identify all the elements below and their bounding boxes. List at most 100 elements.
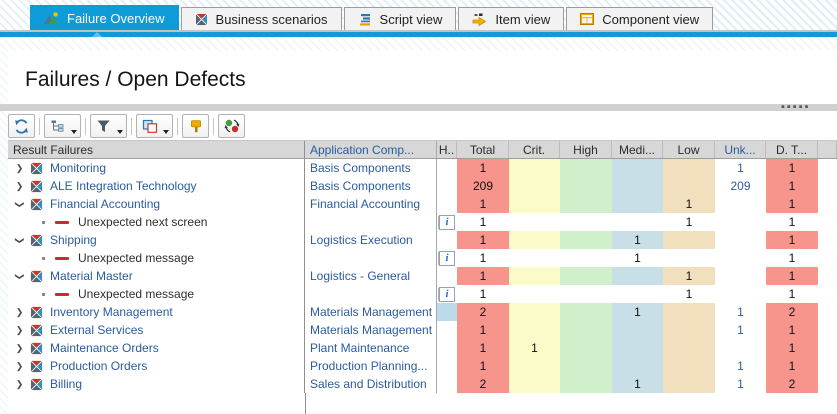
table-row[interactable]: Unexpected next screeni111 <box>8 213 837 231</box>
table-row[interactable]: ❯ALE Integration TechnologyBasis Compone… <box>8 177 837 195</box>
filler-cell <box>818 321 837 339</box>
group-label[interactable]: External Services <box>50 323 143 337</box>
filler-cell <box>818 231 837 249</box>
filler-cell <box>818 177 837 195</box>
high-cell <box>560 357 612 375</box>
h-cell <box>437 177 457 195</box>
chevron-right-icon[interactable]: ❯ <box>13 343 26 354</box>
tree-cell: Unexpected next screen <box>8 213 305 231</box>
scenario-icon <box>30 180 43 193</box>
filler-cell <box>818 375 837 393</box>
high-cell <box>560 285 612 303</box>
column-header-unknown[interactable]: Unk... <box>715 141 766 158</box>
chevron-right-icon[interactable]: ❯ <box>13 307 26 318</box>
h-cell <box>437 375 457 393</box>
grip-dots-icon[interactable]: ▪▪▪▪▪ <box>781 101 811 113</box>
table-row[interactable]: Unexpected messagei111 <box>8 249 837 267</box>
chevron-right-icon[interactable]: ❯ <box>13 181 26 192</box>
high-cell <box>560 267 612 285</box>
total-cell: 1 <box>457 267 509 285</box>
copy-layout-button[interactable] <box>136 114 173 138</box>
splitter-bar[interactable]: ▪▪▪▪▪ <box>0 104 837 111</box>
table-row[interactable]: ❯Maintenance OrdersPlant Maintenance111 <box>8 339 837 357</box>
medium-cell: 1 <box>612 303 663 321</box>
failure-label[interactable]: Unexpected message <box>78 251 194 265</box>
unknown-cell <box>715 339 766 357</box>
failure-label[interactable]: Unexpected next screen <box>78 215 207 229</box>
tab-label: Component view <box>602 12 699 27</box>
group-label[interactable]: Production Orders <box>50 359 147 373</box>
failure-label[interactable]: Unexpected message <box>78 287 194 301</box>
table-row[interactable]: ❯MonitoringBasis Components111 <box>8 159 837 177</box>
column-header-tree[interactable]: Result Failures <box>8 141 305 158</box>
unknown-cell: 1 <box>715 321 766 339</box>
table-row[interactable]: ❯Material MasterLogistics - General111 <box>8 267 837 285</box>
failure-severity-icon <box>55 257 69 260</box>
unknown-cell: 209 <box>715 177 766 195</box>
scenario-icon <box>30 234 43 247</box>
table-row[interactable]: ❯ShippingLogistics Execution111 <box>8 231 837 249</box>
scenario-icon <box>30 162 43 175</box>
tab-label: Script view <box>380 12 443 27</box>
crit-cell <box>509 357 560 375</box>
column-header-dt[interactable]: D. T... <box>766 141 818 158</box>
tree-cell: Unexpected message <box>8 249 305 267</box>
unknown-cell <box>715 213 766 231</box>
column-header-low[interactable]: Low <box>663 141 715 158</box>
alert-button[interactable] <box>182 114 209 138</box>
column-header-app[interactable]: Application Comp... <box>305 141 437 158</box>
total-cell: 1 <box>457 321 509 339</box>
table-row[interactable]: ❯External ServicesMaterials Management11… <box>8 321 837 339</box>
chevron-down-icon[interactable]: ❯ <box>14 270 25 283</box>
chevron-down-icon[interactable]: ❯ <box>14 234 25 247</box>
table-row[interactable]: Unexpected messagei111 <box>8 285 837 303</box>
table-row[interactable]: ❯BillingSales and Distribution2112 <box>8 375 837 393</box>
filter-button[interactable] <box>90 114 127 138</box>
hierarchy-button[interactable] <box>44 114 81 138</box>
table-row[interactable]: ❯Inventory ManagementMaterials Managemen… <box>8 303 837 321</box>
business-scenarios-icon <box>195 13 208 26</box>
info-button[interactable]: i <box>439 215 455 230</box>
toolbar-separator <box>177 118 178 135</box>
column-header-crit[interactable]: Crit. <box>509 141 560 158</box>
group-label[interactable]: Inventory Management <box>50 305 173 319</box>
chevron-right-icon[interactable]: ❯ <box>13 361 26 372</box>
tab-script-view[interactable]: Script view <box>344 7 457 30</box>
tab-business-scenarios[interactable]: Business scenarios <box>181 7 342 30</box>
column-header-h[interactable]: H.. <box>437 141 457 158</box>
chevron-right-icon[interactable]: ❯ <box>13 163 26 174</box>
refresh-button[interactable] <box>8 114 35 138</box>
column-header-total[interactable]: Total <box>457 141 509 158</box>
tab-failure-overview[interactable]: Failure Overview <box>30 5 179 30</box>
column-header-high[interactable]: High <box>560 141 612 158</box>
h-cell <box>437 339 457 357</box>
group-label[interactable]: Shipping <box>50 233 97 247</box>
toolbar-separator <box>213 118 214 135</box>
group-label[interactable]: Monitoring <box>50 161 106 175</box>
table-row[interactable]: ❯Financial AccountingFinancial Accountin… <box>8 195 837 213</box>
dt-cell: 1 <box>766 267 818 285</box>
group-label[interactable]: Maintenance Orders <box>50 341 159 355</box>
chevron-right-icon[interactable]: ❯ <box>13 325 26 336</box>
unknown-cell: 1 <box>715 159 766 177</box>
tab-component-view[interactable]: Component view <box>566 7 713 30</box>
chevron-right-icon[interactable]: ❯ <box>13 379 26 390</box>
medium-cell <box>612 339 663 357</box>
tab-item-view[interactable]: Item view <box>458 7 564 30</box>
column-header-filler <box>818 141 837 158</box>
low-cell <box>663 177 715 195</box>
info-button[interactable]: i <box>439 287 455 302</box>
swap-button[interactable] <box>218 114 245 138</box>
tree-cell: ❯ ALE Integration Technology <box>8 177 305 195</box>
dt-cell: 1 <box>766 195 818 213</box>
info-button[interactable]: i <box>439 251 455 266</box>
chevron-down-icon[interactable]: ❯ <box>14 198 25 211</box>
table-row[interactable]: ❯Production OrdersProduction Planning...… <box>8 357 837 375</box>
group-label[interactable]: Financial Accounting <box>50 197 160 211</box>
column-header-medium[interactable]: Medi... <box>612 141 663 158</box>
group-label[interactable]: ALE Integration Technology <box>50 179 197 193</box>
group-label[interactable]: Billing <box>50 377 82 391</box>
crit-cell <box>509 303 560 321</box>
group-label[interactable]: Material Master <box>50 269 133 283</box>
high-cell <box>560 159 612 177</box>
